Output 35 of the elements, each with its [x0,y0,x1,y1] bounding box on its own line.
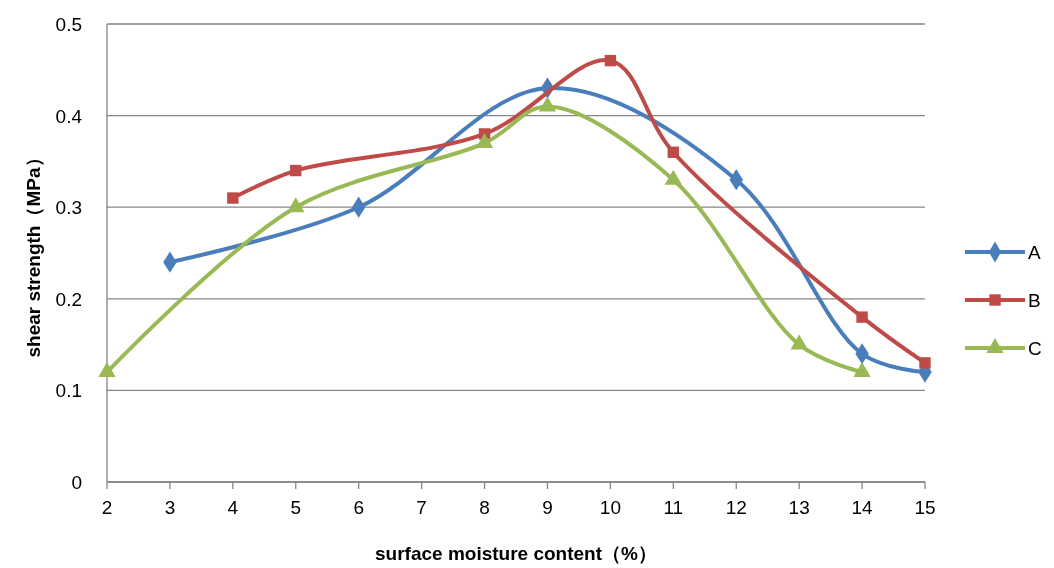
y-tick-label: 0.1 [55,380,82,402]
legend-label: B [1028,290,1041,311]
y-tick-label: 0 [71,472,82,493]
x-tick-label: 9 [542,497,553,518]
y-axis-title: shear strength（MPa） [23,148,44,358]
point [856,311,868,323]
point [667,146,680,158]
point [287,197,305,213]
point [919,357,931,369]
point [98,362,116,378]
x-tick-label: 2 [101,497,113,518]
point [290,164,302,177]
point [853,362,871,378]
point [790,334,808,350]
x-tick-label: 11 [663,497,684,518]
legend-label: C [1028,338,1042,359]
x-tick-label: 15 [914,497,936,518]
x-tick-label: 13 [788,497,810,518]
legend-label: A [1028,242,1041,263]
y-tick-label: 0.3 [55,197,82,219]
x-tick-label: 8 [479,497,490,518]
x-tick-label: 6 [353,497,364,518]
point [604,54,617,67]
x-tick-label: 12 [725,497,747,518]
x-tick-label: 7 [416,497,427,518]
x-tick-label: 4 [227,497,239,518]
x-axis-title: surface moisture content（%） [375,543,657,564]
y-tick-label: 0.5 [55,14,82,35]
y-tick-label: 0.4 [55,105,83,127]
point [227,192,239,204]
x-tick-label: 5 [290,497,302,518]
x-tick-label: 10 [599,497,621,518]
x-tick-label: 14 [851,497,874,518]
y-tick-label: 0.2 [55,288,82,310]
x-tick-label: 3 [164,497,176,518]
